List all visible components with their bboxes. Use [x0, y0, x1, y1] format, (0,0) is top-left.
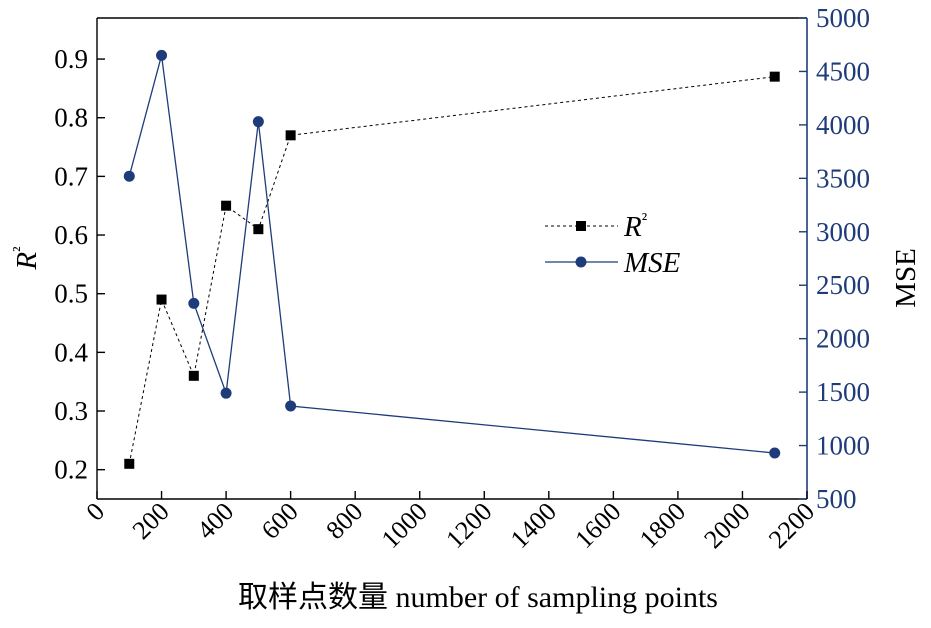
data-point [252, 116, 264, 128]
right-axis-title: MSE [890, 248, 922, 308]
data-point [156, 294, 167, 305]
series-r2 [124, 71, 780, 469]
data-point [220, 387, 232, 399]
series-mse [123, 49, 781, 459]
x-tick-label: 400 [191, 497, 239, 545]
right-tick-label: 2000 [816, 324, 870, 354]
left-tick-label: 0.2 [54, 455, 88, 485]
left-tick-label: 0.7 [54, 161, 88, 191]
left-axis-title: R² [9, 246, 43, 270]
left-tick-label: 0.9 [54, 44, 88, 74]
legend-item: MSE [545, 247, 681, 279]
axes: 0.20.30.40.50.60.70.80.95001000150020002… [9, 3, 922, 554]
series-layer [123, 49, 781, 469]
x-axis-label: 取样点数量 number of sampling points [238, 581, 718, 614]
right-tick-label: 4500 [816, 56, 870, 86]
right-tick-label: 5000 [816, 3, 870, 33]
left-tick-label: 0.3 [54, 396, 88, 426]
data-point [124, 458, 135, 469]
x-tick-label: 800 [320, 497, 368, 545]
right-tick-label: 1500 [816, 377, 870, 407]
x-tick-label: 2000 [698, 497, 755, 554]
data-point [188, 370, 199, 381]
data-point [188, 297, 200, 309]
right-tick-label: 4000 [816, 110, 870, 140]
data-point [253, 224, 264, 235]
legend-label: MSE [623, 247, 681, 279]
right-tick-label: 1000 [816, 431, 870, 461]
left-tick-label: 0.8 [54, 103, 88, 133]
data-point [156, 49, 168, 61]
data-point [769, 447, 781, 459]
right-tick-label: 3000 [816, 217, 870, 247]
x-tick-label: 200 [127, 497, 175, 545]
x-tick-label: 2200 [763, 497, 820, 554]
x-tick-label: 0 [81, 497, 111, 527]
x-tick-label: 1000 [376, 497, 433, 554]
right-tick-label: 3500 [816, 163, 870, 193]
legend: R² MSE [545, 209, 681, 279]
legend-label: R² [623, 209, 647, 243]
data-point [285, 130, 296, 141]
left-tick-label: 0.6 [54, 220, 88, 250]
legend-item: R² [545, 209, 647, 243]
data-point [769, 71, 780, 82]
data-point [285, 400, 297, 412]
legend-marker [575, 256, 587, 268]
data-point [221, 200, 232, 211]
x-tick-label: 1400 [505, 497, 562, 554]
x-tick-label: 600 [256, 497, 304, 545]
left-tick-label: 0.5 [54, 279, 88, 309]
right-tick-label: 2500 [816, 270, 870, 300]
data-point [123, 170, 135, 182]
x-tick-label: 1800 [634, 497, 691, 554]
legend-marker [576, 221, 586, 231]
left-tick-label: 0.4 [54, 337, 88, 367]
right-tick-label: 500 [816, 484, 857, 514]
x-tick-label: 1600 [569, 497, 626, 554]
x-tick-label: 1200 [440, 497, 497, 554]
